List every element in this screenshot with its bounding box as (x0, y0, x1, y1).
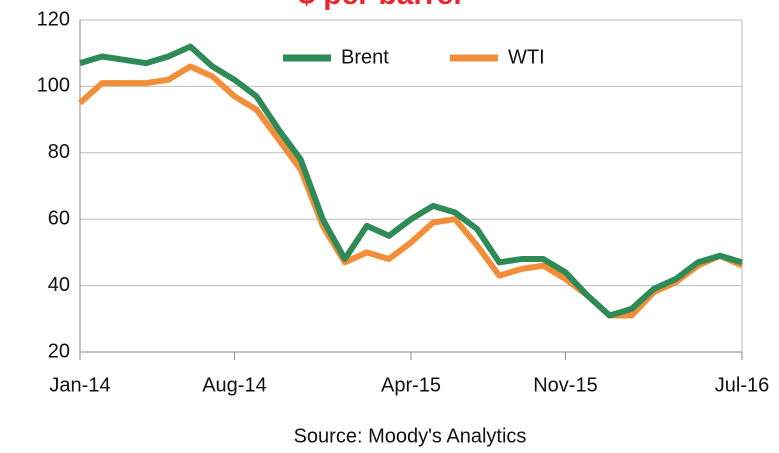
y-tick-label: 20 (48, 340, 70, 362)
y-tick-label: 80 (48, 141, 70, 163)
y-tick-label: 100 (37, 75, 70, 97)
x-tick-label: Aug-14 (202, 374, 267, 396)
y-tick-label: 60 (48, 207, 70, 229)
x-tick-label: Jan-14 (49, 374, 110, 396)
y-tick-label: 120 (37, 8, 70, 30)
chart-title: $ per barrel (298, 0, 461, 11)
legend-label: WTI (508, 46, 545, 68)
y-tick-label: 40 (48, 274, 70, 296)
legend-label: Brent (341, 46, 389, 68)
x-tick-label: Jul-16 (715, 374, 769, 396)
x-tick-label: Nov-15 (533, 374, 597, 396)
series-line (77, 63, 744, 319)
source-note: Source: Moody's Analytics (294, 425, 527, 447)
x-tick-label: Apr-15 (381, 374, 441, 396)
series-line (79, 43, 743, 319)
